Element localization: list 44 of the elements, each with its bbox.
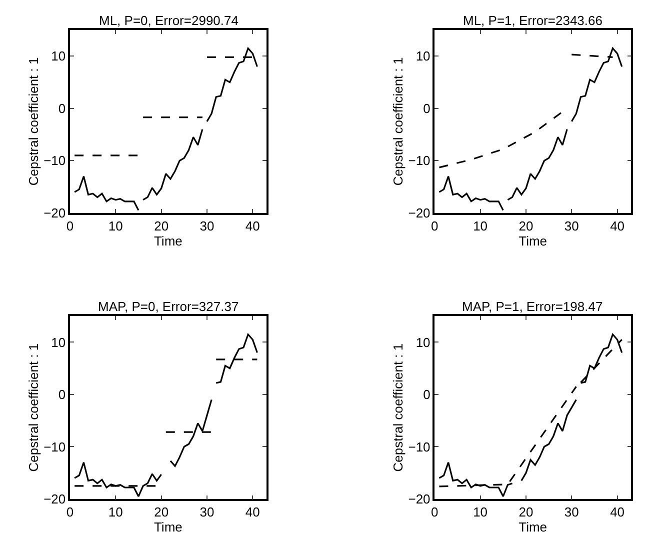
chart-title: ML, P=0, Error=2990.74 — [99, 13, 238, 28]
y-tick-label: −10 — [44, 153, 66, 168]
y-tick-label: −10 — [44, 439, 66, 454]
x-tick-label: 20 — [154, 504, 169, 520]
y-tick-label: 10 — [51, 48, 66, 64]
x-tick-label: 30 — [200, 218, 214, 234]
y-tick-label: 10 — [416, 334, 430, 350]
x-tick-label: 30 — [564, 504, 579, 520]
y-tick-label: −10 — [408, 439, 430, 454]
x-tick-label: 20 — [154, 218, 169, 234]
y-tick-label: −10 — [408, 153, 430, 168]
x-axis-title: Time — [518, 519, 548, 534]
x-axis-title: Time — [518, 233, 548, 248]
x-tick-label: 40 — [610, 504, 625, 520]
chart-title: ML, P=1, Error=2343.66 — [463, 13, 602, 28]
y-tick-label: 0 — [58, 387, 66, 402]
y-tick-label: −20 — [408, 492, 430, 507]
y-axis-title: Cepstral coefficient : 1 — [390, 57, 406, 186]
x-tick-label: 40 — [245, 504, 260, 520]
y-tick-label: 10 — [51, 334, 66, 350]
y-axis-title: Cepstral coefficient : 1 — [390, 343, 406, 472]
x-tick-label: 30 — [200, 504, 214, 520]
y-tick-label: −20 — [44, 492, 66, 507]
y-tick-label: 0 — [423, 100, 430, 116]
x-tick-label: 40 — [610, 218, 625, 234]
x-axis-title: Time — [154, 233, 182, 248]
x-tick-label: 10 — [473, 218, 488, 234]
y-axis-title: Cepstral coefficient : 1 — [26, 57, 42, 186]
x-tick-label: 20 — [518, 504, 534, 520]
x-tick-label: 10 — [108, 218, 123, 234]
x-tick-label: 10 — [108, 504, 123, 520]
x-axis-title: Time — [154, 519, 182, 534]
y-tick-label: 0 — [423, 387, 430, 402]
x-tick-label: 10 — [473, 504, 488, 520]
y-axis-title: Cepstral coefficient : 1 — [26, 343, 42, 472]
chart-title: MAP, P=1, Error=198.47 — [462, 299, 603, 314]
chart-title: MAP, P=0, Error=327.37 — [98, 299, 239, 314]
x-tick-label: 30 — [564, 218, 579, 234]
x-tick-label: 20 — [518, 218, 534, 234]
y-tick-label: 10 — [416, 48, 430, 64]
y-tick-label: 0 — [58, 100, 66, 116]
y-tick-label: −20 — [408, 205, 430, 220]
x-tick-label: 40 — [245, 218, 260, 234]
y-tick-label: −20 — [44, 205, 66, 220]
